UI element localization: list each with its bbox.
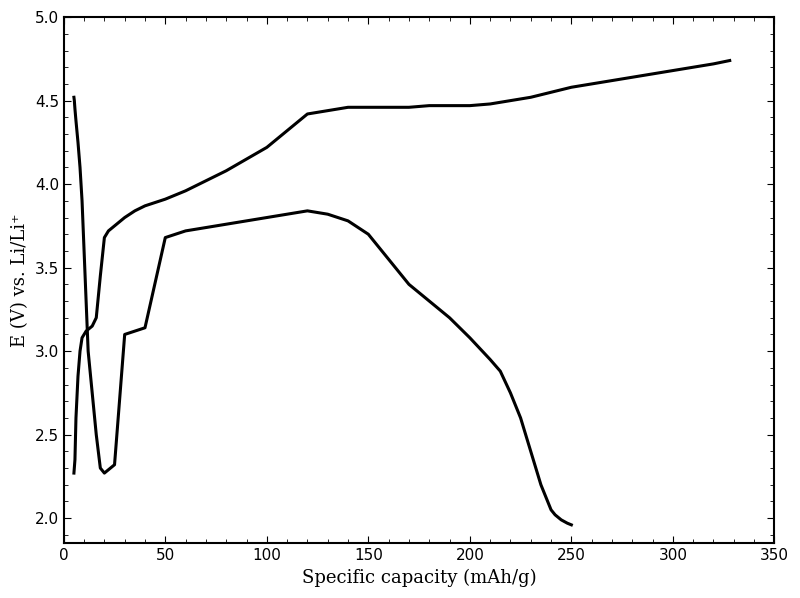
X-axis label: Specific capacity (mAh/g): Specific capacity (mAh/g) [302,569,536,587]
Y-axis label: E (V) vs. Li/Li⁺: E (V) vs. Li/Li⁺ [11,213,29,347]
